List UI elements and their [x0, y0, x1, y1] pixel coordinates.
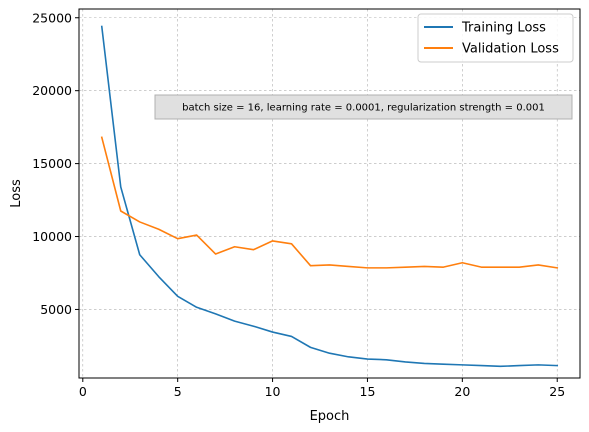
plot-frame	[78, 8, 581, 379]
x-tick-label: 10	[265, 384, 281, 399]
y-axis-ticks: 5000 10000 15000 20000 25000	[32, 10, 79, 317]
x-tick-label: 0	[79, 384, 87, 399]
x-tick-label: 25	[549, 384, 565, 399]
legend-label-training: Training Loss	[461, 21, 546, 36]
x-tick-label: 5	[174, 384, 182, 399]
y-tick-label: 15000	[32, 156, 72, 171]
legend: Training Loss Validation Loss	[417, 13, 574, 63]
y-tick-label: 25000	[32, 10, 72, 25]
x-axis-ticks: 0 5 10 15 20 25	[79, 378, 565, 399]
annotation-text: batch size = 16, learning rate = 0.0001,…	[182, 103, 545, 114]
legend-label-validation: Validation Loss	[462, 42, 559, 57]
series-lines	[100, 25, 559, 368]
y-tick-label: 10000	[32, 229, 72, 244]
y-tick-label: 5000	[40, 302, 72, 317]
x-tick-label: 20	[454, 384, 470, 399]
x-tick-label: 15	[360, 384, 376, 399]
y-tick-label: 20000	[32, 83, 72, 98]
series-line-validation-loss	[100, 136, 559, 269]
series-line-training-loss	[100, 25, 559, 368]
grid-lines	[79, 9, 580, 378]
x-axis-label: Epoch	[310, 409, 350, 424]
y-axis-label: Loss	[9, 179, 24, 208]
annotation-box: batch size = 16, learning rate = 0.0001,…	[154, 94, 573, 120]
